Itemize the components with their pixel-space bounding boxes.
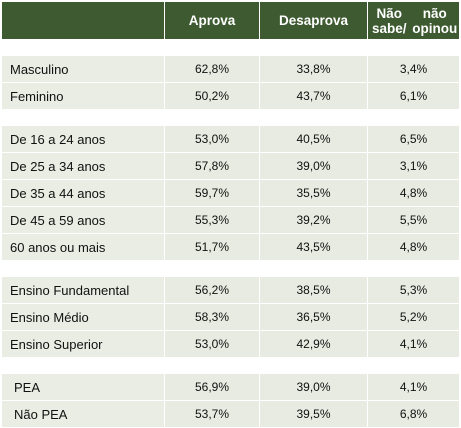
cell-aprova: 59,7% [165, 180, 260, 207]
cell-desaprova: 36,5% [260, 304, 368, 331]
group-spacer [2, 110, 459, 126]
header-aprova: Aprova [165, 2, 260, 40]
row-label: Ensino Fundamental [2, 277, 165, 304]
table-row: De 45 a 59 anos 55,3% 39,2% 5,5% [2, 207, 459, 234]
cell-desaprova: 35,5% [260, 180, 368, 207]
cell-desaprova: 40,5% [260, 126, 368, 153]
row-label: De 35 a 44 anos [2, 180, 165, 207]
cell-aprova: 58,3% [165, 304, 260, 331]
cell-nao-sabe: 4,1% [368, 331, 459, 358]
row-label: De 16 a 24 anos [2, 126, 165, 153]
cell-aprova: 56,9% [165, 374, 260, 401]
table-row: Ensino Fundamental 56,2% 38,5% 5,3% [2, 277, 459, 304]
cell-aprova: 50,2% [165, 83, 260, 110]
cell-desaprova: 38,5% [260, 277, 368, 304]
cell-desaprova: 42,9% [260, 331, 368, 358]
table-row: Masculino 62,8% 33,8% 3,4% [2, 56, 459, 83]
cell-desaprova: 33,8% [260, 56, 368, 83]
cell-aprova: 53,0% [165, 126, 260, 153]
row-label: Feminino [2, 83, 165, 110]
cell-desaprova: 39,0% [260, 374, 368, 401]
table-row: Ensino Médio 58,3% 36,5% 5,2% [2, 304, 459, 331]
cell-aprova: 57,8% [165, 153, 260, 180]
row-label: De 25 a 34 anos [2, 153, 165, 180]
header-nao-sabe-line1: Não sabe/ [371, 5, 407, 36]
cell-nao-sabe: 5,5% [368, 207, 459, 234]
cell-nao-sabe: 5,3% [368, 277, 459, 304]
cell-desaprova: 39,0% [260, 153, 368, 180]
cell-nao-sabe: 4,8% [368, 180, 459, 207]
table-row: De 35 a 44 anos 59,7% 35,5% 4,8% [2, 180, 459, 207]
cell-nao-sabe: 4,8% [368, 234, 459, 261]
cell-aprova: 55,3% [165, 207, 260, 234]
row-label: Masculino [2, 56, 165, 83]
row-label: De 45 a 59 anos [2, 207, 165, 234]
group-spacer [2, 40, 459, 56]
cell-aprova: 53,7% [165, 401, 260, 428]
row-label: Não PEA [2, 401, 165, 428]
cell-desaprova: 39,5% [260, 401, 368, 428]
row-label: Ensino Superior [2, 331, 165, 358]
row-label: Ensino Médio [2, 304, 165, 331]
table-header: Aprova Desaprova Não sabe/ não opinou [2, 2, 459, 40]
cell-desaprova: 43,5% [260, 234, 368, 261]
table-body: Masculino 62,8% 33,8% 3,4% Feminino 50,2% 43,7… [2, 40, 459, 428]
header-nao-sabe: Não sabe/ não opinou [368, 2, 459, 40]
cell-aprova: 62,8% [165, 56, 260, 83]
table-row: Não PEA 53,7% 39,5% 6,8% [2, 401, 459, 428]
cell-nao-sabe: 6,8% [368, 401, 459, 428]
cell-aprova: 56,2% [165, 277, 260, 304]
group-spacer [2, 358, 459, 374]
group-spacer [2, 261, 459, 277]
cell-desaprova: 43,7% [260, 83, 368, 110]
cell-nao-sabe: 6,1% [368, 83, 459, 110]
cell-desaprova: 39,2% [260, 207, 368, 234]
cell-nao-sabe: 4,1% [368, 374, 459, 401]
row-label: PEA [2, 374, 165, 401]
table-row: PEA 56,9% 39,0% 4,1% [2, 374, 459, 401]
header-blank-cell [2, 2, 165, 40]
header-nao-sabe-line2: não opinou [412, 5, 458, 36]
cell-nao-sabe: 3,4% [368, 56, 459, 83]
cell-nao-sabe: 5,2% [368, 304, 459, 331]
table-row: De 16 a 24 anos 53,0% 40,5% 6,5% [2, 126, 459, 153]
table-row: Feminino 50,2% 43,7% 6,1% [2, 83, 459, 110]
cell-nao-sabe: 3,1% [368, 153, 459, 180]
row-label: 60 anos ou mais [2, 234, 165, 261]
cell-aprova: 51,7% [165, 234, 260, 261]
table-row: 60 anos ou mais 51,7% 43,5% 4,8% [2, 234, 459, 261]
table-row: De 25 a 34 anos 57,8% 39,0% 3,1% [2, 153, 459, 180]
table-row: Ensino Superior 53,0% 42,9% 4,1% [2, 331, 459, 358]
cell-aprova: 53,0% [165, 331, 260, 358]
cell-nao-sabe: 6,5% [368, 126, 459, 153]
header-desaprova: Desaprova [260, 2, 368, 40]
